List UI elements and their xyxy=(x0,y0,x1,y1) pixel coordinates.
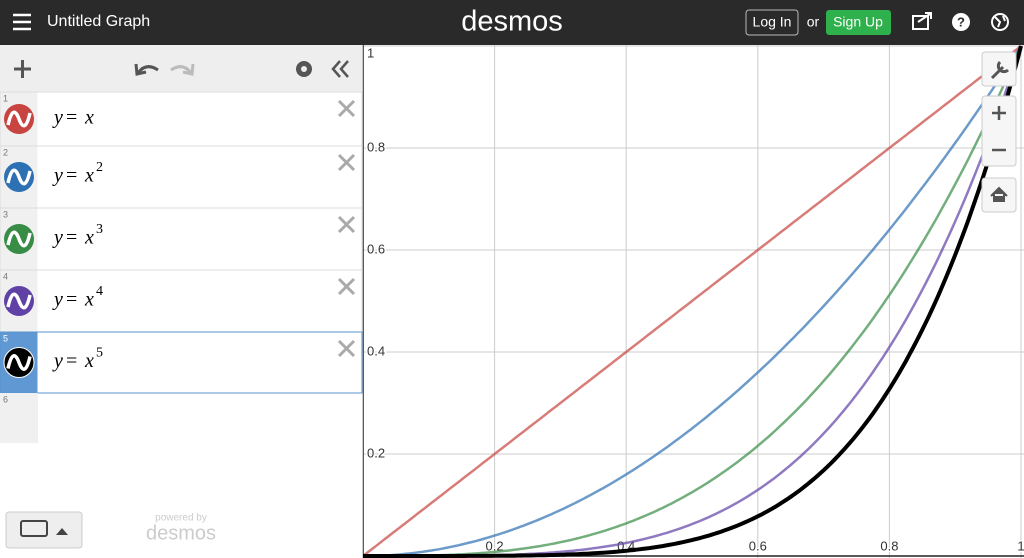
color-icon-wave xyxy=(6,168,32,186)
login-label[interactable]: Log In xyxy=(753,14,792,30)
powered-brand: desmos xyxy=(146,522,216,544)
undo-button[interactable] xyxy=(134,63,159,76)
row-number: 2 xyxy=(3,147,8,157)
graph-title[interactable]: Untitled Graph xyxy=(47,13,150,30)
math-var: x xyxy=(84,289,94,311)
row-number: 3 xyxy=(3,209,8,219)
color-icon-wave xyxy=(6,354,32,371)
row-number: 1 xyxy=(3,93,8,103)
language-icon[interactable] xyxy=(991,13,1009,31)
y-tick-label: 0.6 xyxy=(367,241,385,256)
curve xyxy=(363,45,1023,558)
color-icon-wave xyxy=(6,230,32,248)
delete-button[interactable] xyxy=(337,339,356,358)
row-number: 6 xyxy=(3,394,8,404)
expression-row[interactable] xyxy=(0,269,363,333)
math-exponent: 2 xyxy=(96,160,103,175)
row-number: 4 xyxy=(3,271,8,281)
home-icon xyxy=(990,186,1008,202)
add-button[interactable] xyxy=(14,60,31,78)
share-icon[interactable] xyxy=(912,12,932,30)
wrench-icon xyxy=(990,60,1010,80)
keyboard-arrow xyxy=(56,528,68,535)
color-icon-wave xyxy=(6,292,32,310)
y-tick-label: 0.2 xyxy=(367,445,385,460)
keyboard-icon xyxy=(20,520,48,537)
zoom-buttons[interactable] xyxy=(981,95,1017,167)
collapse-button[interactable] xyxy=(331,60,349,78)
curve xyxy=(363,45,1022,557)
math-exponent: 4 xyxy=(96,284,103,299)
menu-icon[interactable] xyxy=(13,13,31,31)
expression-row[interactable] xyxy=(0,331,363,394)
home-button[interactable] xyxy=(981,177,1017,213)
math-var: x xyxy=(84,350,94,372)
math-lhs: y xyxy=(52,227,63,249)
signup-label[interactable]: Sign Up xyxy=(833,14,883,30)
signup-button[interactable] xyxy=(826,10,891,35)
math-op: = xyxy=(66,107,77,129)
math-exponent: 5 xyxy=(96,346,103,361)
math-exponent: 3 xyxy=(96,222,103,237)
y-tick-label: 1 xyxy=(367,45,374,60)
x-tick-label: 0.8 xyxy=(880,538,898,553)
math-var: x xyxy=(84,227,94,249)
login-button[interactable] xyxy=(745,9,799,36)
curve xyxy=(363,45,1023,558)
logo: desmos xyxy=(461,6,563,38)
keyboard-button[interactable] xyxy=(5,511,83,549)
zoom-toolbar xyxy=(981,51,1017,213)
x-tick-label: 0.6 xyxy=(749,538,767,553)
math-var: x xyxy=(84,165,94,187)
math-lhs: y xyxy=(52,350,63,372)
row-number: 5 xyxy=(3,333,8,343)
svg-text:?: ? xyxy=(957,14,965,29)
delete-button[interactable] xyxy=(337,99,356,118)
redo-button[interactable] xyxy=(170,63,195,76)
expression-row[interactable] xyxy=(0,91,363,147)
delete-button[interactable] xyxy=(337,277,356,296)
y-tick-label: 0.4 xyxy=(367,343,385,358)
zoom-in-icon[interactable] xyxy=(992,106,1006,120)
math-op: = xyxy=(66,350,77,372)
math-lhs: y xyxy=(52,289,63,311)
delete-button[interactable] xyxy=(337,153,356,172)
math-op: = xyxy=(66,165,77,187)
settings-button[interactable] xyxy=(296,61,312,77)
expression-row[interactable] xyxy=(0,145,363,209)
math-lhs: y xyxy=(52,165,63,187)
delete-button[interactable] xyxy=(337,215,356,234)
empty-row-gutter xyxy=(0,393,38,443)
math-var: x xyxy=(84,107,94,129)
or-text: or xyxy=(807,14,820,30)
math-op: = xyxy=(66,227,77,249)
powered-by: powered by xyxy=(155,513,207,524)
math-lhs: y xyxy=(52,107,63,129)
help-icon[interactable]: ? xyxy=(952,13,970,31)
x-tick-label: 1 xyxy=(1017,538,1024,553)
color-icon-wave xyxy=(6,110,32,128)
math-op: = xyxy=(66,289,77,311)
y-tick-label: 0.8 xyxy=(367,139,385,154)
curve xyxy=(363,45,1023,558)
